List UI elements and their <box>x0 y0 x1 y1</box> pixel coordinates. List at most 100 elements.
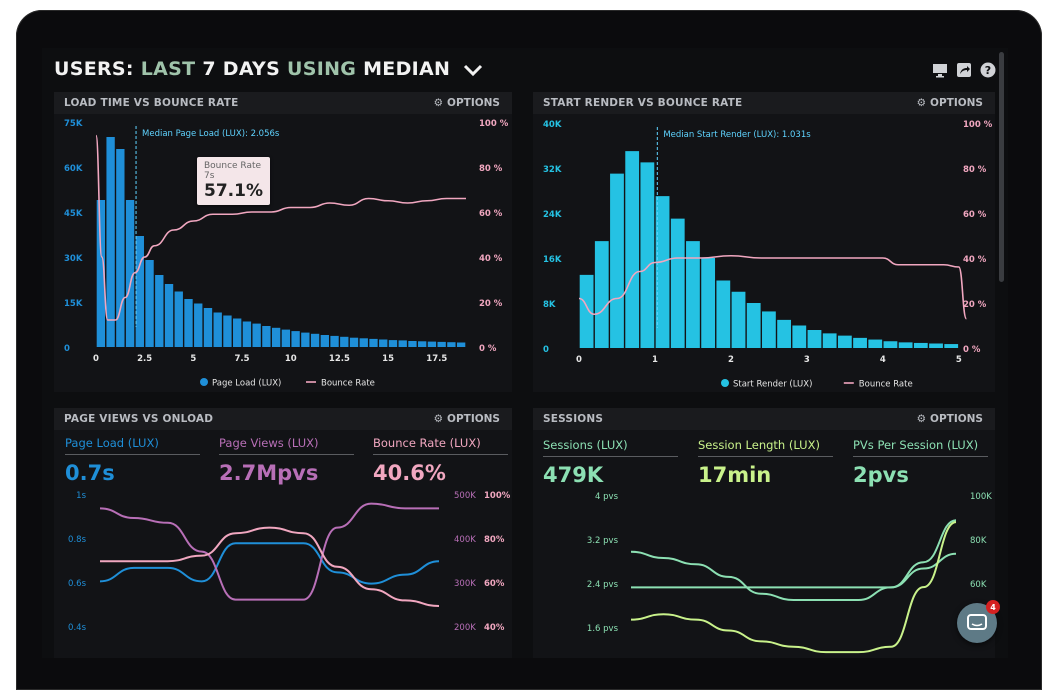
kpi-label: Page Views (LUX) <box>219 436 354 455</box>
histogram-bar <box>174 291 183 347</box>
histogram-bar <box>233 318 242 347</box>
histogram-bar <box>731 291 746 348</box>
x-axis-tick-label: 2.5 <box>137 354 152 364</box>
title-range: 7 DAYS <box>202 58 281 80</box>
histogram-bar <box>594 241 609 348</box>
histogram-bar <box>868 339 883 348</box>
x-axis-tick-label: 10 <box>285 354 297 364</box>
histogram-bar <box>301 332 310 347</box>
histogram-bar <box>291 331 300 347</box>
kpi-label: Bounce Rate (LUX) <box>373 436 508 455</box>
legend-label: Bounce Rate <box>321 379 375 389</box>
histogram-bar <box>96 200 106 347</box>
options-button[interactable]: ⚙ OPTIONS <box>917 413 983 425</box>
dashboard-title[interactable]: USERS: LAST 7 DAYS USING MEDIAN <box>54 58 483 80</box>
series-line <box>99 542 440 585</box>
y-axis-right-label: 300K <box>454 579 476 589</box>
options-button[interactable]: ⚙ OPTIONS <box>434 413 500 425</box>
histogram-bar <box>398 340 407 347</box>
histogram-bar <box>262 326 271 347</box>
histogram-bar <box>686 241 700 348</box>
load-time-panel: LOAD TIME VS BOUNCE RATE ⚙ OPTIONS 75K 60K… <box>54 92 512 392</box>
help-icon[interactable]: ? <box>980 62 996 78</box>
histogram-bar <box>807 330 822 348</box>
legend-dot <box>200 378 208 386</box>
options-label: OPTIONS <box>447 413 500 425</box>
panel-header: LOAD TIME VS BOUNCE RATE ⚙ OPTIONS <box>54 92 512 114</box>
kpi-sessions[interactable]: Sessions (LUX) 479K <box>543 438 678 487</box>
median-label: Median Start Render (LUX): 1.031s <box>663 130 811 140</box>
kpi-page-load[interactable]: Page Load (LUX) 0.7s <box>65 436 200 485</box>
histogram-bar <box>252 323 261 347</box>
dashboard-screen: USERS: LAST 7 DAYS USING MEDIAN ? LOAD T… <box>42 48 1008 658</box>
x-axis-tick-label: 3 <box>804 355 810 365</box>
y-axis-right-label: 200K <box>454 623 476 633</box>
kpi-pvs-per-session[interactable]: PVs Per Session (LUX) 2pvs <box>853 438 988 487</box>
start-render-panel: START RENDER VS BOUNCE RATE ⚙ OPTIONS 40K… <box>533 92 995 392</box>
y-axis-right-label: 20 % <box>963 300 987 310</box>
legend-label: Page Load (LUX) <box>212 379 281 389</box>
chevron-down-icon[interactable] <box>463 63 483 77</box>
x-axis-tick-label: 4 <box>880 355 886 365</box>
tooltip-title: Bounce Rate <box>204 161 262 171</box>
chat-badge: 4 <box>986 600 1000 614</box>
title-metric: MEDIAN <box>363 58 451 80</box>
histogram-bar <box>281 329 291 347</box>
bounce-rate-tooltip: Bounce Rate 7s 57.1% <box>197 157 270 205</box>
histogram-bar <box>837 335 852 348</box>
kpi-value: 0.7s <box>65 461 115 485</box>
x-axis-tick-label: 7.5 <box>235 354 250 364</box>
histogram-bar <box>944 344 959 348</box>
y-axis-left-label: 8K <box>543 300 556 310</box>
options-button[interactable]: ⚙ OPTIONS <box>917 97 983 109</box>
monitor-icon[interactable] <box>932 62 948 78</box>
median-label: Median Page Load (LUX): 2.056s <box>142 129 280 139</box>
histogram-bar <box>640 162 655 348</box>
histogram-bar <box>610 173 624 348</box>
histogram-bar <box>898 342 913 348</box>
kpi-label: Page Load (LUX) <box>65 436 200 455</box>
options-label: OPTIONS <box>447 97 500 109</box>
y-axis-left-label: 0.8s <box>68 535 87 545</box>
histogram-bar <box>194 303 203 347</box>
scrollbar[interactable] <box>999 52 1004 282</box>
legend-dot <box>721 379 729 387</box>
toolbar-icons: ? <box>932 62 996 78</box>
histogram-bar <box>762 311 776 348</box>
y-axis-left-label: 32K <box>543 165 562 175</box>
title-using: USING <box>286 58 357 80</box>
page-views-panel: PAGE VIEWS VS ONLOAD ⚙ OPTIONS Page Load … <box>54 408 512 658</box>
y-axis-left-label: 24K <box>543 210 562 220</box>
histogram-bar <box>340 336 349 347</box>
panel-header: PAGE VIEWS VS ONLOAD ⚙ OPTIONS <box>54 408 512 430</box>
y-axis-right-label: 40% <box>484 623 505 633</box>
kpi-value: 2.7Mpvs <box>219 461 319 485</box>
panel-header: START RENDER VS BOUNCE RATE ⚙ OPTIONS <box>533 92 995 114</box>
histogram-bar <box>369 338 378 347</box>
y-axis-left-label: 2.4 pvs <box>587 580 619 590</box>
histogram-bar <box>427 341 437 347</box>
gear-icon: ⚙ <box>433 97 444 109</box>
kpi-label: Sessions (LUX) <box>543 438 678 457</box>
kpi-bounce-rate[interactable]: Bounce Rate (LUX) 40.6% <box>373 436 508 485</box>
tooltip-sub: 7s <box>204 171 215 181</box>
histogram-bar <box>792 325 807 348</box>
histogram-bar <box>242 321 252 347</box>
x-axis-tick-label: 17.5 <box>426 354 447 364</box>
kpi-session-length[interactable]: Session Length (LUX) 17min <box>698 438 833 487</box>
panel-header: SESSIONS ⚙ OPTIONS <box>533 408 995 430</box>
histogram-bar <box>579 274 594 348</box>
histogram-bar <box>271 327 281 347</box>
y-axis-left-label: 15K <box>64 299 83 309</box>
page-views-chart: 1s 0.8s 0.6s 0.4s 500K 400K 300K 200K 100% 80% 60%… <box>68 491 511 633</box>
kpi-page-views[interactable]: Page Views (LUX) 2.7Mpvs <box>219 436 354 485</box>
kpi-value: 40.6% <box>373 461 446 485</box>
start-render-chart: 40K 32K 24K 16K 8K 0 100 % 80 % 60 % 40 % 20 % 0 % 0… <box>543 120 993 390</box>
series-line <box>630 521 957 654</box>
share-icon[interactable] <box>956 62 972 78</box>
options-button[interactable]: ⚙ OPTIONS <box>434 97 500 109</box>
y-axis-left-label: 75K <box>64 119 83 129</box>
svg-text:?: ? <box>985 64 991 77</box>
histogram-bar <box>408 341 417 347</box>
